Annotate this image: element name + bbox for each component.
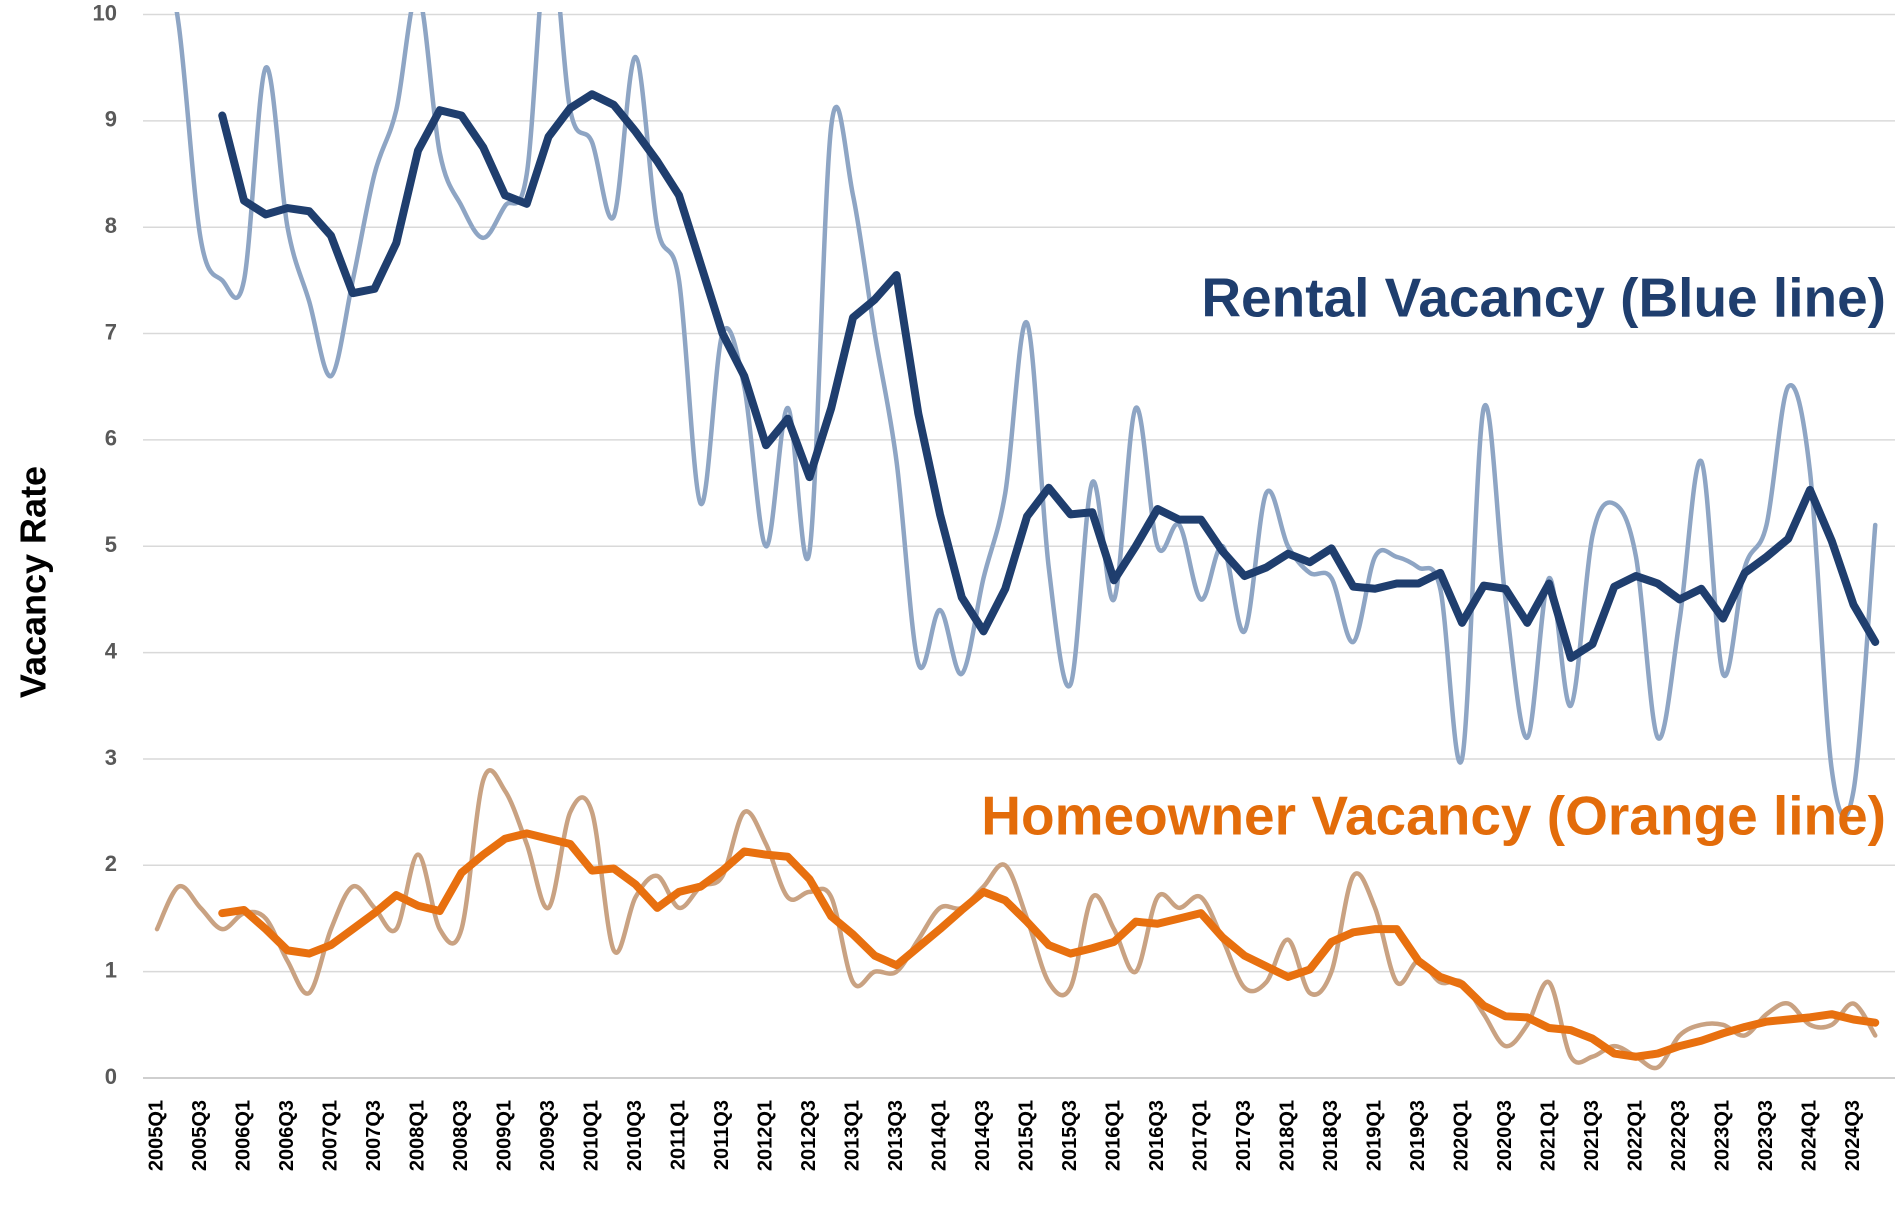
x-tick-label: 2012Q1 [754,1100,776,1171]
x-tick-label: 2007Q1 [319,1100,341,1171]
x-tick-label: 2018Q1 [1276,1100,1298,1171]
series-line [218,90,1880,662]
y-tick-label: 4 [105,638,118,663]
x-tick-label: 2018Q3 [1320,1100,1342,1171]
y-tick-label: 6 [105,426,117,451]
y-tick-label: 5 [105,532,117,557]
y-tick-label: 3 [105,745,117,770]
y-tick-label: 0 [105,1064,117,1089]
x-tick-label: 2015Q3 [1059,1100,1081,1171]
x-tick-label: 2020Q3 [1494,1100,1516,1171]
y-tick-label: 8 [105,213,117,238]
x-tick-label: 2016Q1 [1102,1100,1124,1171]
x-tick-label: 2015Q1 [1015,1100,1037,1171]
x-tick-label: 2022Q3 [1668,1100,1690,1171]
x-tick-label: 2010Q1 [580,1100,602,1171]
x-tick-label: 2021Q1 [1537,1100,1559,1171]
x-tick-label: 2023Q3 [1755,1100,1777,1171]
x-tick-label: 2005Q1 [145,1100,167,1171]
series-line [174,12,1878,819]
x-tick-label: 2020Q1 [1450,1100,1472,1171]
x-tick-label: 2013Q3 [885,1100,907,1171]
y-axis-title: Vacancy Rate [13,466,54,698]
x-tick-label: 2014Q1 [928,1100,950,1171]
x-tick-label: 2021Q3 [1581,1100,1603,1171]
x-tick-label: 2009Q3 [537,1100,559,1171]
x-tick-label: 2006Q1 [232,1100,254,1171]
x-tick-label: 2016Q3 [1146,1100,1168,1171]
x-tick-label: 2019Q1 [1363,1100,1385,1171]
x-tick-label: 2006Q3 [276,1100,298,1171]
x-tick-label: 2014Q3 [972,1100,994,1171]
x-tick-label: 2019Q3 [1407,1100,1429,1171]
y-tick-label: 7 [105,319,117,344]
x-tick-label: 2013Q1 [841,1100,863,1171]
x-tick-label: 2009Q1 [493,1100,515,1171]
x-tick-label: 2017Q1 [1189,1100,1211,1171]
annotation: Homeowner Vacancy (Orange line) [981,785,1886,847]
x-tick-label: 2007Q3 [363,1100,385,1171]
series-line [218,829,1880,1061]
x-tick-label: 2008Q3 [450,1100,472,1171]
x-tick-label: 2005Q3 [189,1100,211,1171]
y-tick-label: 9 [105,107,117,132]
y-tick-label: 1 [105,957,117,982]
x-tick-label: 2024Q1 [1798,1100,1820,1171]
x-tick-label: 2023Q1 [1711,1100,1733,1171]
annotation: Rental Vacancy (Blue line) [1201,267,1886,329]
y-tick-label: 2 [105,851,117,876]
x-tick-label: 2010Q3 [624,1100,646,1171]
series-line [154,768,1878,1071]
x-tick-label: 2011Q1 [667,1100,689,1170]
x-tick-label: 2011Q3 [711,1100,733,1170]
x-tick-label: 2012Q3 [798,1100,820,1171]
x-tick-label: 2008Q1 [406,1100,428,1171]
plot-area [154,12,1880,1071]
x-tick-label: 2022Q1 [1624,1100,1646,1171]
x-tick-label: 2024Q3 [1842,1100,1864,1171]
y-tick-label: 10 [93,0,117,25]
labels: 0 1 2 3 4 5 6 7 8 9 10 2005Q1 2005Q3 2006Q1 2006Q3 2007… [93,0,1886,1171]
x-tick-label: 2017Q3 [1233,1100,1255,1171]
